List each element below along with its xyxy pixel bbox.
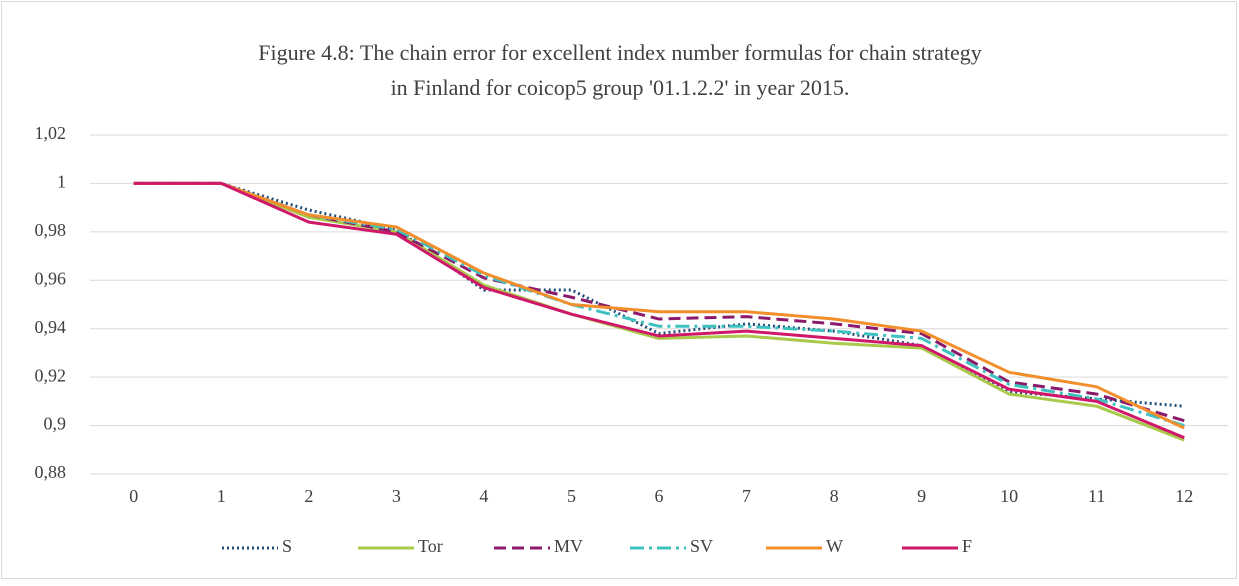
x-tick-label: 1 bbox=[217, 486, 226, 506]
x-tick-label: 8 bbox=[830, 486, 839, 506]
x-tick-label: 3 bbox=[392, 486, 401, 506]
series-line bbox=[133, 181, 1185, 442]
y-tick-label: 0,94 bbox=[35, 317, 67, 337]
y-tick-label: 0,88 bbox=[35, 462, 67, 482]
chart-title: Figure 4.8: The chain error for excellen… bbox=[258, 40, 982, 65]
y-tick-label: 1 bbox=[57, 172, 66, 192]
x-tick-label: 12 bbox=[1175, 486, 1193, 506]
series-line bbox=[133, 181, 1185, 440]
series-line bbox=[133, 181, 1185, 430]
x-tick-label: 6 bbox=[655, 486, 664, 506]
x-tick-label: 10 bbox=[1000, 486, 1018, 506]
series-line bbox=[133, 181, 1185, 428]
legend-label: F bbox=[962, 536, 972, 556]
legend-label: MV bbox=[554, 536, 583, 556]
x-tick-label: 9 bbox=[917, 486, 926, 506]
x-tick-label: 7 bbox=[742, 486, 751, 506]
chart-title: in Finland for coicop5 group '01.1.2.2' … bbox=[391, 75, 850, 100]
x-tick-label: 2 bbox=[304, 486, 313, 506]
legend-label: S bbox=[282, 536, 292, 556]
legend-label: Tor bbox=[418, 536, 443, 556]
series-line bbox=[133, 181, 1185, 408]
y-tick-label: 0,9 bbox=[44, 414, 67, 434]
x-tick-label: 4 bbox=[479, 486, 488, 506]
y-tick-label: 0,96 bbox=[35, 268, 67, 288]
legend-label: SV bbox=[690, 536, 713, 556]
x-tick-label: 5 bbox=[567, 486, 576, 506]
x-tick-label: 0 bbox=[129, 486, 138, 506]
y-tick-label: 0,92 bbox=[35, 365, 67, 385]
legend-label: W bbox=[826, 536, 843, 556]
y-tick-label: 0,98 bbox=[35, 220, 67, 240]
x-tick-label: 11 bbox=[1088, 486, 1105, 506]
y-tick-label: 1,02 bbox=[35, 123, 67, 143]
